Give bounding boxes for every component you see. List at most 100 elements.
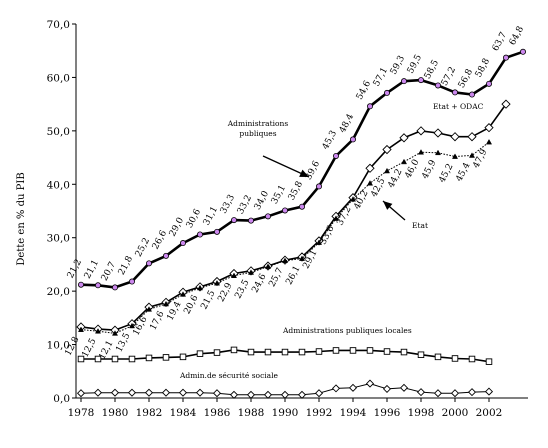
point-administrations-publiques-1989 xyxy=(264,213,271,220)
annotation-admin-pub-2: publiques xyxy=(239,129,276,138)
data-label-administrations-publiques-1990: 35,1 xyxy=(270,183,288,205)
x-tick-label: 1984 xyxy=(170,407,197,419)
data-label-etat-1996: 42,5 xyxy=(369,176,387,199)
point-admin-de-securite-sociale-1993 xyxy=(331,384,341,393)
point-etat-1988 xyxy=(247,269,255,275)
x-tick-label: 2002 xyxy=(476,407,503,419)
data-label-etat-2001: 45,4 xyxy=(454,161,472,184)
point-etat-1981 xyxy=(128,322,136,329)
point-administrations-publiques-locales-1983 xyxy=(162,354,170,361)
data-label-etat-1983: 17,6 xyxy=(148,309,166,332)
y-tick-label: 30,0 xyxy=(47,233,70,245)
point-etat-1980 xyxy=(111,330,119,336)
x-tick-label: 1990 xyxy=(272,407,299,419)
point-administrations-publiques-locales-1984 xyxy=(179,353,187,361)
point-etat-odac-2002 xyxy=(484,123,494,133)
point-administrations-publiques-1987 xyxy=(230,217,237,224)
data-label-etat-1988: 23,5 xyxy=(233,278,251,301)
y-tick-label: 0,0 xyxy=(53,393,70,405)
point-etat-1985 xyxy=(196,284,204,291)
point-administrations-publiques-locales-1981 xyxy=(128,355,136,363)
x-tick-label: 1982 xyxy=(136,407,163,419)
point-admin-de-securite-sociale-1989 xyxy=(263,390,273,399)
point-administrations-publiques-1988 xyxy=(247,217,254,224)
point-etat-1984 xyxy=(179,291,187,297)
point-administrations-publiques-1996 xyxy=(383,89,390,96)
series-line-administrations-publiques xyxy=(80,50,524,289)
point-etat-odac-2001 xyxy=(467,132,477,142)
data-labels-layer: 21,221,120,721,825,226,629,030,631,133,3… xyxy=(63,25,526,362)
annotation-admin-pub-1: Administrations xyxy=(227,119,289,128)
data-label-administrations-publiques-1987: 33,3 xyxy=(219,193,237,216)
data-label-etat-1989: 24,6 xyxy=(250,272,268,295)
point-administrations-publiques-locales-1998 xyxy=(417,351,425,358)
point-administrations-publiques-locales-1982 xyxy=(145,354,153,362)
x-tick-label: 1994 xyxy=(340,407,367,419)
x-tick-label: 1988 xyxy=(238,407,265,419)
point-admin-de-securite-sociale-1986 xyxy=(212,389,222,398)
annotation-etat: Etat xyxy=(412,221,428,230)
data-label-administrations-publiques-2001: 56,8 xyxy=(457,67,475,90)
arrow-administrations-publiques xyxy=(262,155,310,178)
data-label-administrations-publiques-1984: 29,0 xyxy=(168,216,186,239)
point-admin-de-securite-sociale-1988 xyxy=(246,390,256,399)
point-etat-1990 xyxy=(281,257,289,264)
y-axis-title: Dette en % du PIB xyxy=(16,172,27,265)
point-administrations-publiques-locales-2000 xyxy=(451,355,459,362)
data-label-administrations-publiques-1982: 25,2 xyxy=(134,236,152,258)
point-etat-1993 xyxy=(332,215,340,221)
x-tick-label: 2000 xyxy=(442,407,469,419)
point-admin-de-securite-sociale-1987 xyxy=(229,390,239,399)
point-etat-1992 xyxy=(315,239,323,245)
point-administrations-publiques-2004 xyxy=(520,48,527,55)
point-administrations-publiques-locales-2002 xyxy=(485,358,493,365)
point-administrations-publiques-locales-1990 xyxy=(281,348,289,356)
data-label-administrations-publiques-1991: 35,8 xyxy=(287,180,305,203)
data-label-administrations-publiques-1992: 39,6 xyxy=(304,159,322,182)
point-etat-odac-1995 xyxy=(365,163,375,173)
data-label-administrations-publiques-1995: 54,6 xyxy=(355,79,373,102)
point-administrations-publiques-1994 xyxy=(349,136,356,143)
annotation-asso: Admin.de sécurité sociale xyxy=(179,371,279,380)
point-etat-odac-2003 xyxy=(501,99,511,109)
point-administrations-publiques-1983 xyxy=(162,252,169,259)
point-administrations-publiques-2002 xyxy=(485,80,492,87)
point-admin-de-securite-sociale-1978 xyxy=(76,389,86,398)
point-administrations-publiques-2001 xyxy=(468,91,475,98)
point-etat-2000 xyxy=(451,153,459,159)
data-label-etat-1994: 37,2 xyxy=(335,205,353,227)
point-etat-1983 xyxy=(162,300,170,307)
data-label-etat-1993: 33,6 xyxy=(318,224,336,247)
point-administrations-publiques-1984 xyxy=(179,240,186,247)
point-administrations-publiques-1985 xyxy=(196,231,203,238)
point-administrations-publiques-locales-1985 xyxy=(196,350,204,357)
point-etat-2001 xyxy=(468,152,476,158)
data-label-etat-2000: 45,2 xyxy=(437,162,455,184)
data-label-administrations-publiques-1999: 58,5 xyxy=(423,58,441,81)
point-admin-de-securite-sociale-1999 xyxy=(433,389,443,398)
point-admin-de-securite-sociale-1990 xyxy=(280,390,290,399)
y-tick-label: 50,0 xyxy=(47,126,70,138)
point-admin-de-securite-sociale-1982 xyxy=(144,388,154,397)
point-admin-de-securite-sociale-1980 xyxy=(110,388,120,397)
data-label-administrations-publiques-1978: 21,2 xyxy=(66,258,84,280)
x-tick-label: 1980 xyxy=(102,407,129,419)
point-administrations-publiques-1992 xyxy=(315,183,322,190)
series-administrations-publiques xyxy=(78,48,527,291)
point-administrations-publiques-2000 xyxy=(451,89,458,96)
point-etat-1998 xyxy=(417,149,425,155)
data-label-etat-1992: 29,1 xyxy=(301,248,319,270)
series-administrations-publiques-locales xyxy=(77,346,493,365)
point-administrations-publiques-locales-1978 xyxy=(77,355,85,363)
point-administrations-publiques-locales-1979 xyxy=(94,355,102,363)
point-administrations-publiques-locales-1988 xyxy=(247,348,255,356)
data-label-etat-1986: 21,5 xyxy=(199,289,217,312)
data-label-etat-1995: 40,2 xyxy=(352,189,370,211)
point-administrations-publiques-1982 xyxy=(145,260,152,267)
data-label-etat-1991: 26,1 xyxy=(284,264,302,286)
data-label-administrations-publiques-1996: 57,1 xyxy=(372,66,390,88)
data-label-administrations-publiques-1998: 59,5 xyxy=(406,53,424,76)
data-label-administrations-publiques-1997: 59,3 xyxy=(389,54,407,77)
point-etat-1982 xyxy=(145,306,153,312)
